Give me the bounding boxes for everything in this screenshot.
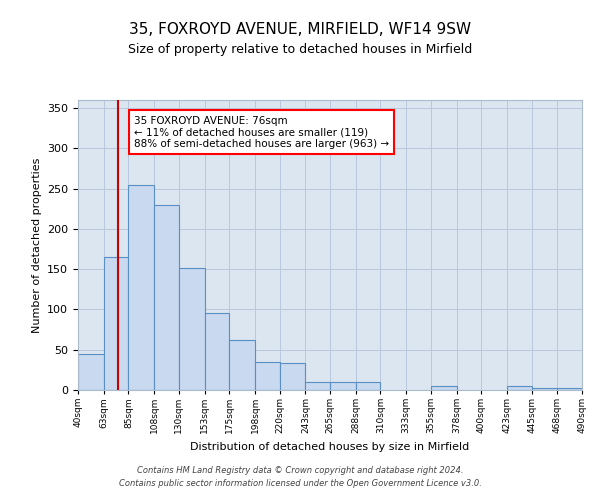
X-axis label: Distribution of detached houses by size in Mirfield: Distribution of detached houses by size … bbox=[190, 442, 470, 452]
Bar bbox=[305, 382, 330, 390]
Text: Size of property relative to detached houses in Mirfield: Size of property relative to detached ho… bbox=[128, 42, 472, 56]
Bar bbox=[507, 386, 532, 390]
Text: 35, FOXROYD AVENUE, MIRFIELD, WF14 9SW: 35, FOXROYD AVENUE, MIRFIELD, WF14 9SW bbox=[129, 22, 471, 38]
Bar bbox=[205, 312, 229, 390]
Bar bbox=[356, 382, 380, 390]
Bar bbox=[104, 257, 128, 390]
Bar bbox=[255, 362, 280, 390]
Bar bbox=[431, 386, 457, 390]
Bar bbox=[229, 340, 255, 390]
Bar bbox=[128, 184, 154, 390]
Bar bbox=[78, 354, 104, 390]
Bar bbox=[532, 388, 557, 390]
Y-axis label: Number of detached properties: Number of detached properties bbox=[32, 158, 41, 332]
Text: Contains HM Land Registry data © Crown copyright and database right 2024.
Contai: Contains HM Land Registry data © Crown c… bbox=[119, 466, 481, 487]
Bar bbox=[179, 268, 205, 390]
Text: 35 FOXROYD AVENUE: 76sqm
← 11% of detached houses are smaller (119)
88% of semi-: 35 FOXROYD AVENUE: 76sqm ← 11% of detach… bbox=[134, 116, 389, 149]
Bar bbox=[557, 388, 582, 390]
Bar bbox=[330, 382, 356, 390]
Bar bbox=[154, 204, 179, 390]
Bar bbox=[280, 364, 305, 390]
